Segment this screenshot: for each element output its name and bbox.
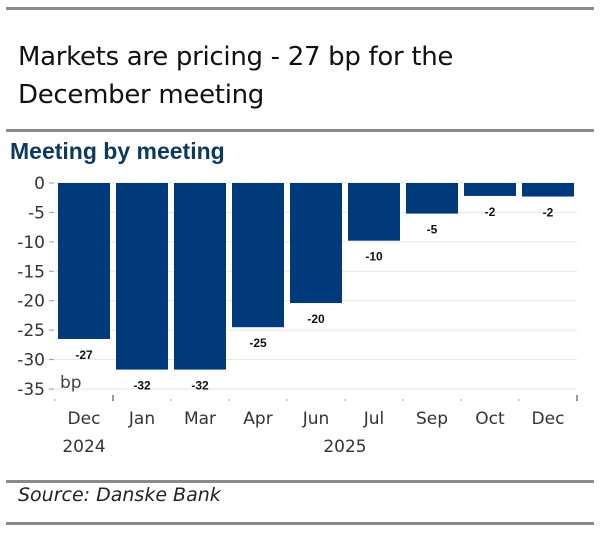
x-axis: Dec Jan Mar Apr Jun Jul Sep Oct Dec 2024 2025 [54, 395, 578, 457]
x-category-label: Mar [184, 409, 216, 429]
y-tick-label: -15 [17, 262, 45, 282]
bars [58, 183, 574, 370]
y-tick-label: -20 [17, 292, 45, 312]
data-label: -5 [427, 223, 438, 237]
bar [174, 183, 226, 370]
title-divider [6, 129, 594, 132]
data-label: -25 [249, 336, 267, 350]
y-tick-label: -30 [17, 351, 45, 371]
x-category-label: Sep [416, 409, 448, 429]
bottom-rule [6, 522, 594, 525]
y-tick-label: -5 [28, 203, 45, 223]
y-tick-label: -35 [17, 380, 45, 400]
y-tick-label: -10 [17, 233, 45, 253]
y-tick-label: 0 [34, 174, 45, 194]
x-category-label: Jan [128, 409, 155, 429]
chart-subtitle: Meeting by meeting [10, 138, 225, 164]
bar [406, 183, 458, 214]
bar [522, 183, 574, 197]
x-category-label: Dec [68, 409, 101, 429]
x-category-label: Jul [363, 409, 385, 429]
x-category-label: Oct [475, 409, 505, 429]
x-category-label: Dec [532, 409, 565, 429]
data-label: -32 [191, 379, 209, 393]
bar [290, 183, 342, 304]
data-labels: -27 -32 -32 -25 -20 -10 -5 -2 -2 [75, 205, 553, 393]
x-category-label: Apr [243, 409, 272, 429]
bar [116, 183, 168, 370]
data-label: -20 [307, 312, 325, 326]
bar [464, 183, 516, 196]
top-rule [6, 7, 594, 10]
data-label: -2 [543, 206, 554, 220]
data-label: -27 [75, 348, 93, 362]
data-label: -10 [365, 250, 383, 264]
x-year-label: 2024 [62, 437, 105, 457]
bar [232, 183, 284, 328]
bar [348, 183, 400, 241]
y-axis: 0 -5 -10 -15 -20 -25 -30 -35 bp [17, 174, 81, 400]
y-tick-label: -25 [17, 321, 45, 341]
chart-title: Markets are pricing - 27 bp for the Dece… [18, 42, 454, 110]
source-divider [6, 480, 594, 483]
data-label: -2 [485, 205, 496, 219]
x-category-label: Jun [302, 409, 330, 429]
unit-label: bp [60, 373, 82, 393]
x-year-label: 2025 [323, 437, 366, 457]
bar [58, 183, 110, 339]
data-label: -32 [133, 379, 151, 393]
source-note: Source: Danske Bank [18, 484, 221, 506]
